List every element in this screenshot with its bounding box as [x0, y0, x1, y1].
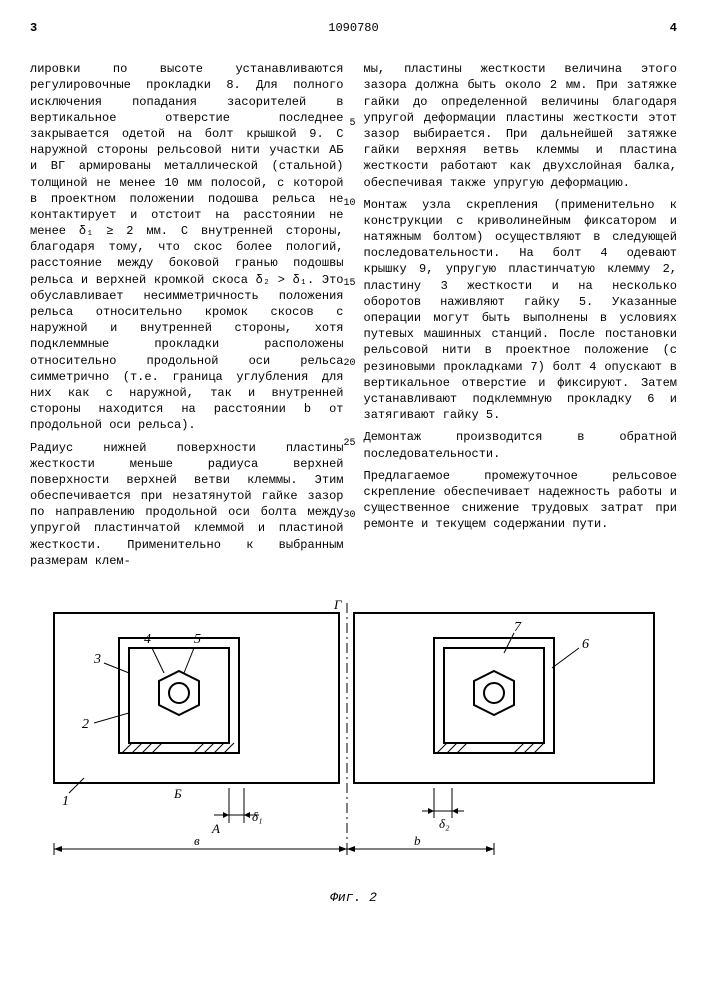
line-number: 20 [343, 357, 355, 371]
right-p1: мы, пластины жесткости величина этого за… [364, 61, 678, 191]
line-number: 5 [349, 117, 355, 131]
figure-caption: Фиг. 2 [30, 889, 677, 907]
dim-b: b [414, 833, 421, 848]
line-number: 10 [343, 197, 355, 211]
left-column: лировки по высоте устанавливаются регули… [30, 61, 344, 575]
text-columns: лировки по высоте устанавливаются регули… [30, 61, 677, 575]
document-number: 1090780 [0, 20, 707, 36]
callout-4: 4 [144, 632, 151, 647]
right-clamp [434, 638, 554, 753]
figure-2: 3 4 5 2 1 7 6 Г Б А δ₁ δ₂ [30, 593, 677, 913]
left-p1: лировки по высоте устанавливаются регули… [30, 61, 344, 433]
dim-d1: δ₁ [252, 809, 263, 824]
callout-5: 5 [194, 632, 201, 647]
callout-2: 2 [82, 717, 89, 732]
callout-7: 7 [514, 620, 522, 635]
line-number: 25 [343, 437, 355, 451]
callout-1: 1 [62, 794, 69, 809]
right-p4: Предлагаемое промежуточное рельсовое скр… [364, 468, 678, 533]
right-p3: Демонтаж производится в обратной последо… [364, 429, 678, 461]
right-column: мы, пластины жесткости величина этого за… [364, 61, 678, 575]
callout-6: 6 [582, 637, 589, 652]
right-p2: Монтаж узла скрепления (применительно к … [364, 197, 678, 424]
left-p2: Радиус нижней поверхности пластины жестк… [30, 440, 344, 570]
dim-G: Г [333, 597, 342, 612]
line-number: 30 [343, 509, 355, 523]
dim-d2: δ₂ [439, 816, 450, 831]
dim-B: Б [173, 786, 182, 801]
dim-A: А [211, 821, 220, 836]
line-number: 15 [343, 277, 355, 291]
callout-3: 3 [93, 652, 101, 667]
left-clamp [119, 638, 239, 753]
figure-svg: 3 4 5 2 1 7 6 Г Б А δ₁ δ₂ [34, 593, 674, 883]
dim-v: в [194, 833, 200, 848]
